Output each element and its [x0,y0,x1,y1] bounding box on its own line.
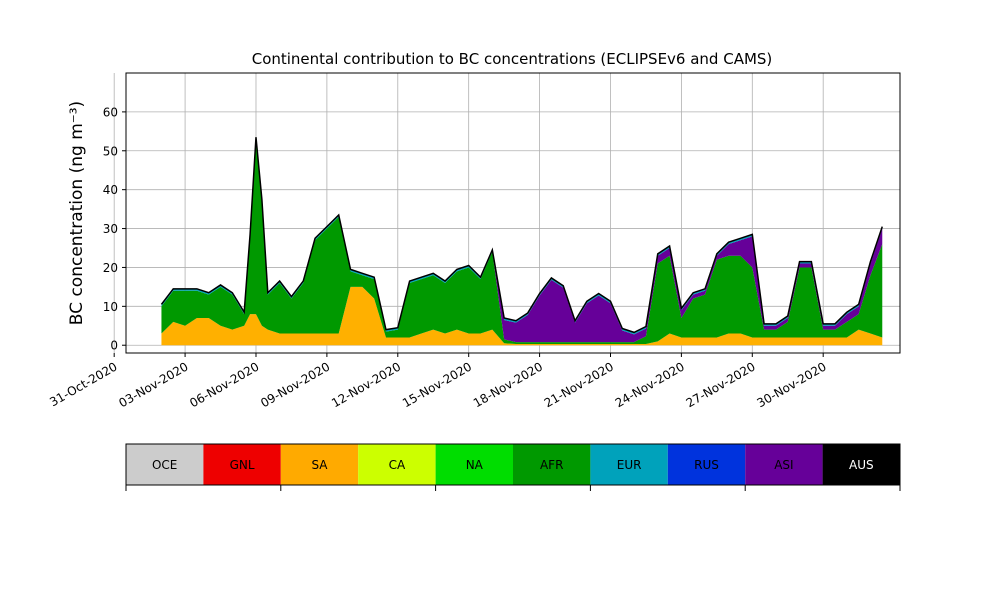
x-tick-label: 12-Nov-2020 [329,359,403,410]
y-tick-label: 10 [103,300,118,314]
colorbar-label: AUS [849,458,874,472]
colorbar-label: RUS [694,458,719,472]
colorbar-cell-oce [126,444,204,485]
colorbar-label: CA [389,458,406,472]
colorbar-label: AFR [540,458,563,472]
colorbar-cell-aus [822,444,900,485]
x-tick-label: 31-Oct-2020 [47,359,119,409]
colorbar-cell-ca [358,444,436,485]
colorbar-label: EUR [617,458,642,472]
y-axis: 0 10 20 30 40 50 60 [103,105,126,353]
area-afr [161,139,883,345]
x-tick-label: 09-Nov-2020 [258,359,332,410]
x-tick-label: 03-Nov-2020 [116,359,190,410]
x-tick-label: 30-Nov-2020 [755,359,829,410]
chart-title: Continental contribution to BC concentra… [252,50,773,68]
x-axis: 31-Oct-202003-Nov-202006-Nov-202009-Nov-… [47,353,829,410]
plot-frame [125,72,901,354]
x-tick-label: 06-Nov-2020 [187,359,261,410]
colorbar-frame [125,443,901,486]
x-tick-label: 27-Nov-2020 [684,359,758,410]
total-line-layer [160,137,883,334]
x-tick-label: 15-Nov-2020 [400,359,474,410]
colorbar-cell-afr [513,444,591,485]
y-tick-label: 20 [103,261,118,275]
area-sa [161,286,883,346]
y-tick-label: 50 [103,144,118,158]
colorbar-cell-eur [590,444,668,485]
x-tick-label: 21-Nov-2020 [542,359,616,410]
colorbar-cell-asi [745,444,823,485]
y-tick-label: 30 [103,222,118,236]
colorbar-cell-na [435,444,513,485]
y-tick-label: 0 [110,339,118,353]
colorbar-label: GNL [230,458,255,472]
colorbar-label: NA [466,458,484,472]
x-tick-label: 18-Nov-2020 [471,359,545,410]
colorbar-cell-sa [280,444,359,485]
x-tick-label: 24-Nov-2020 [613,359,687,410]
y-tick-label: 60 [103,105,118,119]
total-line [160,137,883,334]
colorbar-cell-gnl [203,444,281,485]
stacked-areas [161,137,883,346]
colorbar-label: ASI [774,458,793,472]
y-tick-label: 40 [103,183,118,197]
colorbar-label: OCE [152,458,177,472]
colorbar-cell-rus [667,444,746,485]
y-axis-label: BC concentration (ng m⁻³) [67,101,87,325]
colorbar: OCE GNL SA CA NA AFR EUR RUS ASI AUS [125,443,901,491]
colorbar-label: SA [311,458,328,472]
